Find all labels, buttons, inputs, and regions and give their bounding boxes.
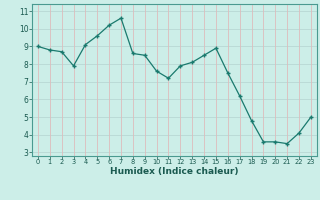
X-axis label: Humidex (Indice chaleur): Humidex (Indice chaleur) [110, 167, 239, 176]
